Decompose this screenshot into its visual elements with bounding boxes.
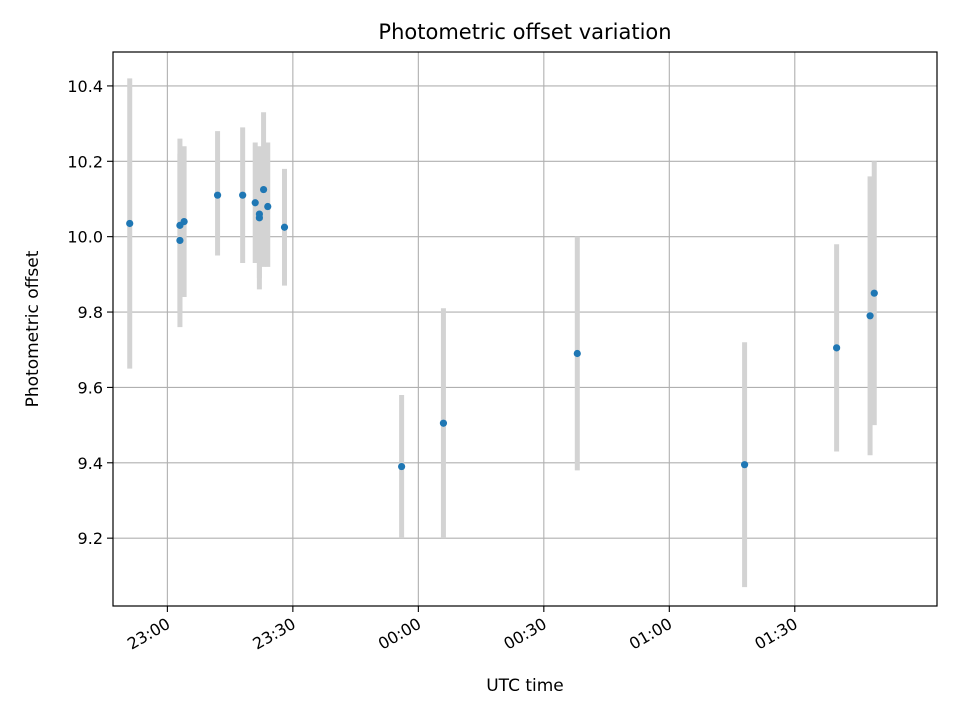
data-point [239,191,247,199]
data-point [255,210,263,218]
y-tick-label: 9.4 [78,454,103,473]
y-tick-label: 10.4 [67,77,103,96]
data-point [439,419,448,427]
data-point [264,202,272,211]
y-tick-label: 9.2 [78,529,103,548]
data-points [126,185,878,471]
y-tick-label: 10.0 [67,228,103,247]
data-point [870,289,878,297]
data-point [213,191,222,199]
data-point [126,219,134,228]
x-axis-label: UTC time [486,676,564,696]
data-point [251,199,259,207]
y-axis-label: Photometric offset [23,250,43,407]
data-point [180,217,188,226]
y-tick-label: 9.8 [78,303,103,322]
data-point [573,349,581,358]
data-point [740,461,749,469]
chart-title: Photometric offset variation [378,20,671,44]
y-tick-label: 9.6 [78,378,103,397]
y-tick-label: 10.2 [67,152,103,171]
data-point [866,312,874,320]
data-point [833,344,841,352]
y-axis: 9.2 9.4 9.6 9.8 10.0 10.2 10.4 [67,77,113,548]
data-point [398,462,406,471]
data-point [176,236,184,245]
plot-frame [112,51,938,607]
grid [113,52,937,606]
data-point [259,185,268,194]
data-point [280,223,289,231]
